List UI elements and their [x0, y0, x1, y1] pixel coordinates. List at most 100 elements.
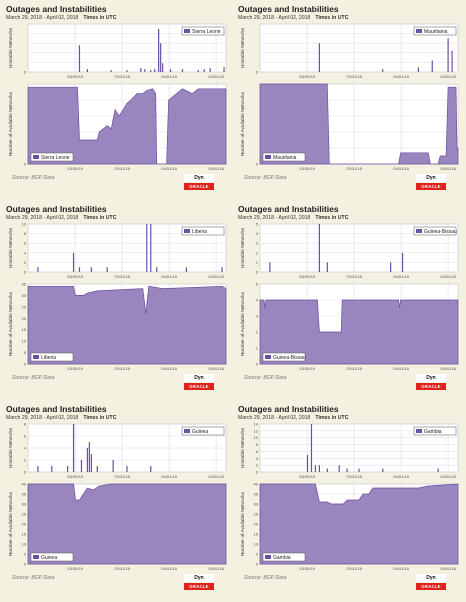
y-axis-label-unstable: Unstable Networks [240, 227, 246, 268]
unstable-spike [90, 267, 92, 272]
unstable-spike [72, 252, 75, 272]
legend-label: Gambia [424, 429, 442, 435]
y-tick-label: 15 [22, 532, 27, 537]
legend-bottom: Liberia [30, 352, 74, 362]
x-tick-label: 04/02/18 [440, 274, 456, 279]
unstable-spike [80, 460, 83, 472]
x-tick-label: 03/30/18 [67, 74, 83, 79]
y-tick-label: 5 [256, 282, 259, 287]
x-tick-label: 04/01/18 [161, 74, 177, 79]
date-range: March 29, 2018 - April 02, 2018 [6, 15, 79, 21]
unstable-spike [96, 466, 98, 472]
unstable-spike [160, 43, 162, 72]
y-tick-label: 8 [256, 442, 259, 447]
x-tick-label: 03/31/18 [114, 274, 130, 279]
unstable-spike [437, 468, 439, 472]
legend-box [262, 352, 306, 362]
x-tick-label: 03/31/18 [346, 274, 362, 279]
x-tick-label: 04/02/18 [440, 474, 456, 479]
legend-swatch [416, 429, 422, 433]
source-note: Source: BGP Data [244, 575, 287, 581]
x-tick-label: 04/01/18 [393, 366, 409, 371]
legend-box [181, 226, 225, 236]
unstable-spike [209, 68, 211, 72]
y-tick-label: 0 [24, 562, 27, 567]
chart-subtitle: March 29, 2018 - April 02, 2018 Times in … [6, 415, 116, 421]
y-tick-label: 4 [24, 446, 27, 451]
dyn-logo: Dyn [184, 374, 214, 382]
oracle-logo: ORACLE [184, 583, 214, 590]
legend-swatch [33, 555, 39, 559]
available-area [259, 83, 459, 165]
legend-bottom: Guinea-Bissau [262, 352, 306, 362]
available-area [259, 299, 459, 365]
time-note: Times in UTC [83, 15, 117, 21]
y-tick-label: 30 [254, 502, 259, 507]
unstable-spike [112, 460, 114, 472]
x-tick-label: 03/30/18 [299, 274, 315, 279]
chart-title: Outages and Instabilities [6, 404, 107, 414]
x-tick-label: 04/01/18 [161, 566, 177, 571]
legend-box [30, 352, 74, 362]
x-tick-label: 03/31/18 [114, 474, 130, 479]
y-tick-label: 3 [256, 314, 259, 319]
legend-top: Liberia [181, 226, 225, 236]
legend-label: Liberia [41, 355, 56, 361]
x-tick-label: 03/30/18 [67, 474, 83, 479]
x-tick-label: 03/31/18 [346, 366, 362, 371]
legend-label: Sierra Leone [41, 155, 70, 161]
x-tick-label: 04/01/18 [161, 274, 177, 279]
legend-box [413, 426, 457, 436]
y-tick-label: 4 [256, 456, 259, 461]
y-tick-label: 2 [256, 250, 259, 255]
legend-box [30, 552, 74, 562]
x-tick-label: 03/30/18 [299, 74, 315, 79]
legend-top: Sierra Leone [181, 26, 225, 36]
time-note: Times in UTC [83, 415, 117, 421]
chart-panel-4: Outages and Instabilities March 29, 2018… [238, 204, 464, 402]
source-note: Source: BGP Data [12, 575, 55, 581]
chart-subtitle: March 29, 2018 - April 02, 2018 Times in … [238, 415, 348, 421]
source-note: Source: BGP Data [244, 375, 287, 381]
unstable-spike [150, 70, 152, 72]
legend-label: Gambia [273, 555, 291, 561]
y-tick-label: 40 [22, 482, 27, 487]
unstable-spike [326, 468, 328, 472]
y-axis-label-unstable: Unstable Networks [8, 227, 14, 268]
unstable-spike [169, 69, 172, 72]
y-tick-label: 2 [256, 330, 259, 335]
x-tick-label: 03/31/18 [114, 566, 130, 571]
y-tick-label: 1 [256, 346, 259, 351]
legend-bottom: Sierra Leone [30, 152, 74, 162]
x-tick-label: 04/02/18 [208, 74, 224, 79]
unstable-spike [156, 267, 158, 272]
source-value: BGP Data [263, 375, 287, 381]
y-tick-label: 15 [22, 327, 27, 332]
unstable-spike [358, 468, 360, 472]
time-note: Times in UTC [315, 15, 349, 21]
unstable-spike [144, 69, 146, 72]
y-axis-label-available: Number of Available Networks [8, 291, 14, 356]
y-tick-label: 14 [254, 422, 259, 427]
x-tick-label: 04/02/18 [208, 566, 224, 571]
unstable-spike [390, 262, 392, 272]
y-tick-label: 30 [22, 502, 27, 507]
y-tick-label: 10 [254, 542, 259, 547]
legend-swatch [265, 155, 271, 159]
y-tick-label: 2 [24, 458, 27, 463]
unstable-spike [86, 448, 88, 472]
legend-box [262, 552, 306, 562]
unstable-spike [326, 262, 328, 272]
legend-swatch [265, 355, 271, 359]
available-area [259, 483, 459, 565]
time-note: Times in UTC [83, 215, 117, 221]
y-tick-label: 5 [256, 222, 259, 227]
y-tick-label: 15 [254, 532, 259, 537]
x-tick-label: 03/31/18 [114, 366, 130, 371]
chart-subtitle: March 29, 2018 - April 02, 2018 Times in … [238, 15, 348, 21]
time-note: Times in UTC [315, 215, 349, 221]
vendor-logo: Dyn ORACLE [184, 374, 214, 390]
unstable-spike [150, 466, 152, 472]
y-tick-label: 5 [24, 350, 27, 355]
source-value: BGP Data [31, 575, 55, 581]
